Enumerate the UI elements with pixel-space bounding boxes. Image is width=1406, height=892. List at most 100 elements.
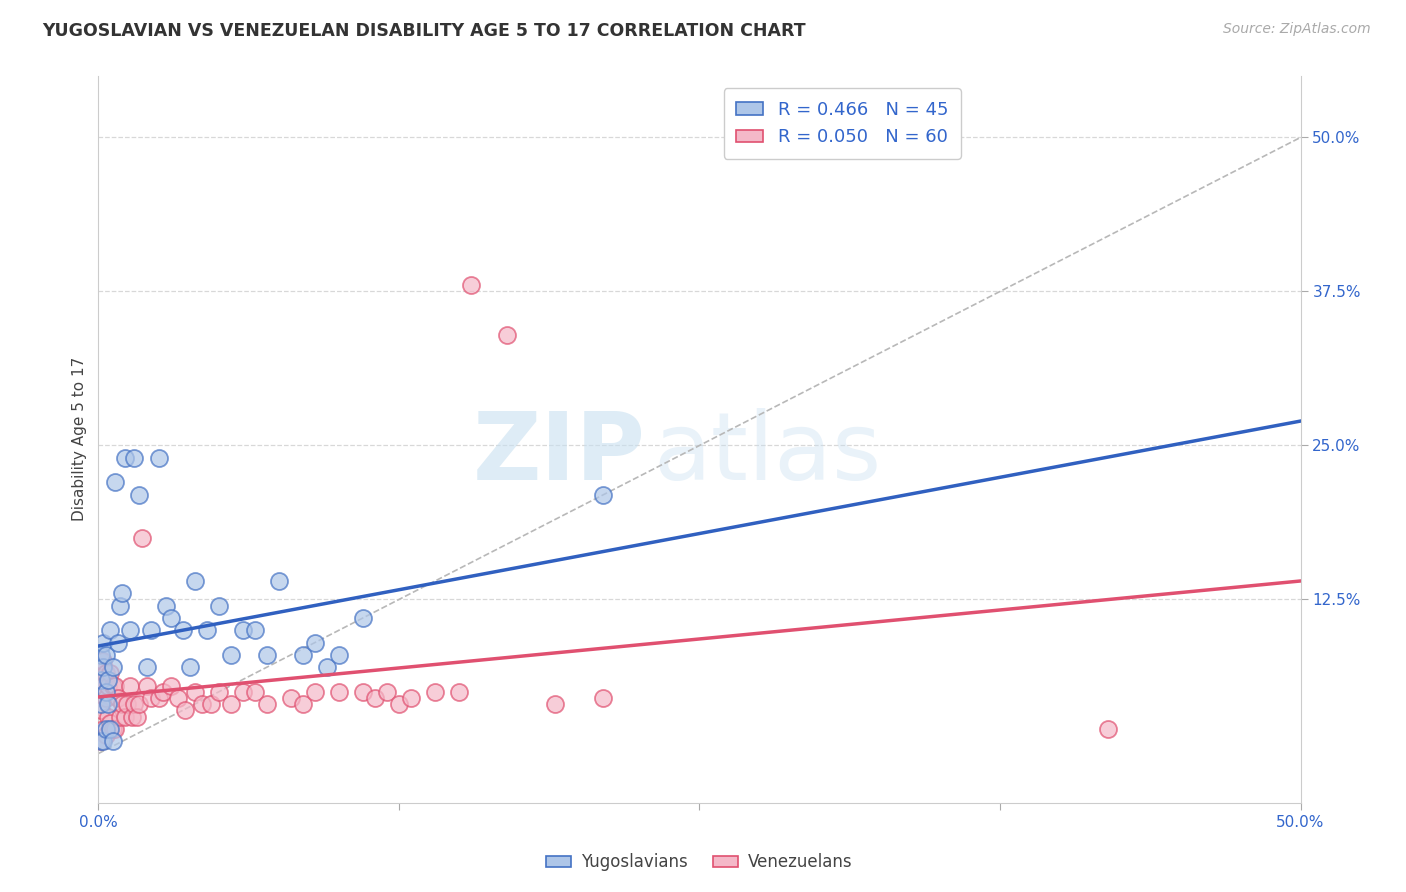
Legend: Yugoslavians, Venezuelans: Yugoslavians, Venezuelans: [540, 847, 859, 878]
Point: [91, 660, 114, 674]
Point: [219, 697, 242, 711]
Point: [232, 624, 254, 638]
Point: [125, 709, 148, 723]
Point: [91, 679, 114, 693]
Point: [243, 624, 266, 638]
Point: [121, 709, 143, 723]
Point: [256, 697, 278, 711]
Point: [124, 697, 146, 711]
Point: [90, 654, 112, 668]
Point: [97, 709, 120, 723]
Point: [232, 685, 254, 699]
Point: [90, 734, 112, 748]
Point: [91, 734, 114, 748]
Point: [166, 691, 188, 706]
Point: [183, 574, 205, 588]
Point: [328, 685, 350, 699]
Point: [128, 488, 150, 502]
Point: [195, 624, 218, 638]
Point: [447, 685, 470, 699]
Point: [128, 697, 150, 711]
Point: [101, 660, 124, 674]
Point: [135, 679, 157, 693]
Point: [90, 734, 112, 748]
Point: [208, 599, 231, 613]
Point: [111, 586, 134, 600]
Point: [90, 679, 112, 693]
Point: [108, 599, 131, 613]
Point: [90, 697, 112, 711]
Point: [304, 685, 326, 699]
Point: [107, 691, 129, 706]
Point: [91, 654, 114, 668]
Point: [94, 728, 117, 742]
Point: [364, 691, 387, 706]
Point: [159, 679, 181, 693]
Point: [423, 685, 446, 699]
Point: [174, 703, 197, 717]
Point: [256, 648, 278, 662]
Point: [118, 679, 141, 693]
Point: [91, 722, 114, 736]
Point: [141, 624, 163, 638]
Text: ZIP: ZIP: [472, 408, 645, 500]
Point: [291, 697, 314, 711]
Point: [172, 624, 194, 638]
Point: [108, 709, 131, 723]
Point: [111, 697, 134, 711]
Point: [148, 450, 170, 465]
Point: [90, 703, 112, 717]
Point: [592, 488, 614, 502]
Point: [141, 691, 163, 706]
Point: [104, 679, 127, 693]
Point: [1097, 722, 1119, 736]
Point: [101, 679, 124, 693]
Text: YUGOSLAVIAN VS VENEZUELAN DISABILITY AGE 5 TO 17 CORRELATION CHART: YUGOSLAVIAN VS VENEZUELAN DISABILITY AGE…: [42, 22, 806, 40]
Point: [94, 685, 117, 699]
Point: [101, 722, 124, 736]
Point: [544, 697, 567, 711]
Point: [118, 624, 141, 638]
Point: [496, 327, 519, 342]
Point: [375, 685, 398, 699]
Point: [100, 624, 122, 638]
Point: [148, 691, 170, 706]
Point: [200, 697, 222, 711]
Point: [100, 715, 122, 730]
Point: [280, 691, 302, 706]
Point: [219, 648, 242, 662]
Point: [131, 531, 153, 545]
Point: [114, 450, 136, 465]
Point: [460, 278, 482, 293]
Point: [94, 691, 117, 706]
Point: [243, 685, 266, 699]
Point: [399, 691, 422, 706]
Point: [90, 648, 112, 662]
Point: [90, 673, 112, 687]
Point: [352, 611, 374, 625]
Point: [94, 722, 117, 736]
Point: [388, 697, 411, 711]
Point: [267, 574, 290, 588]
Point: [179, 660, 201, 674]
Point: [104, 722, 127, 736]
Point: [100, 722, 122, 736]
Point: [155, 599, 177, 613]
Point: [107, 635, 129, 649]
Text: Source: ZipAtlas.com: Source: ZipAtlas.com: [1223, 22, 1371, 37]
Y-axis label: Disability Age 5 to 17: Disability Age 5 to 17: [72, 357, 87, 522]
Point: [159, 611, 181, 625]
Point: [135, 660, 157, 674]
Text: atlas: atlas: [654, 408, 882, 500]
Point: [208, 685, 231, 699]
Point: [124, 450, 146, 465]
Point: [97, 673, 120, 687]
Point: [114, 709, 136, 723]
Point: [91, 635, 114, 649]
Point: [328, 648, 350, 662]
Point: [291, 648, 314, 662]
Point: [183, 685, 205, 699]
Point: [117, 697, 139, 711]
Point: [100, 666, 122, 681]
Point: [152, 685, 174, 699]
